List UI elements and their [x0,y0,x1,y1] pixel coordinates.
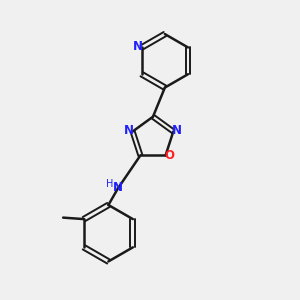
Text: N: N [113,181,123,194]
Text: N: N [133,40,142,53]
Text: O: O [165,149,175,162]
Text: N: N [124,124,134,137]
Text: H: H [106,179,113,189]
Text: N: N [172,124,182,136]
